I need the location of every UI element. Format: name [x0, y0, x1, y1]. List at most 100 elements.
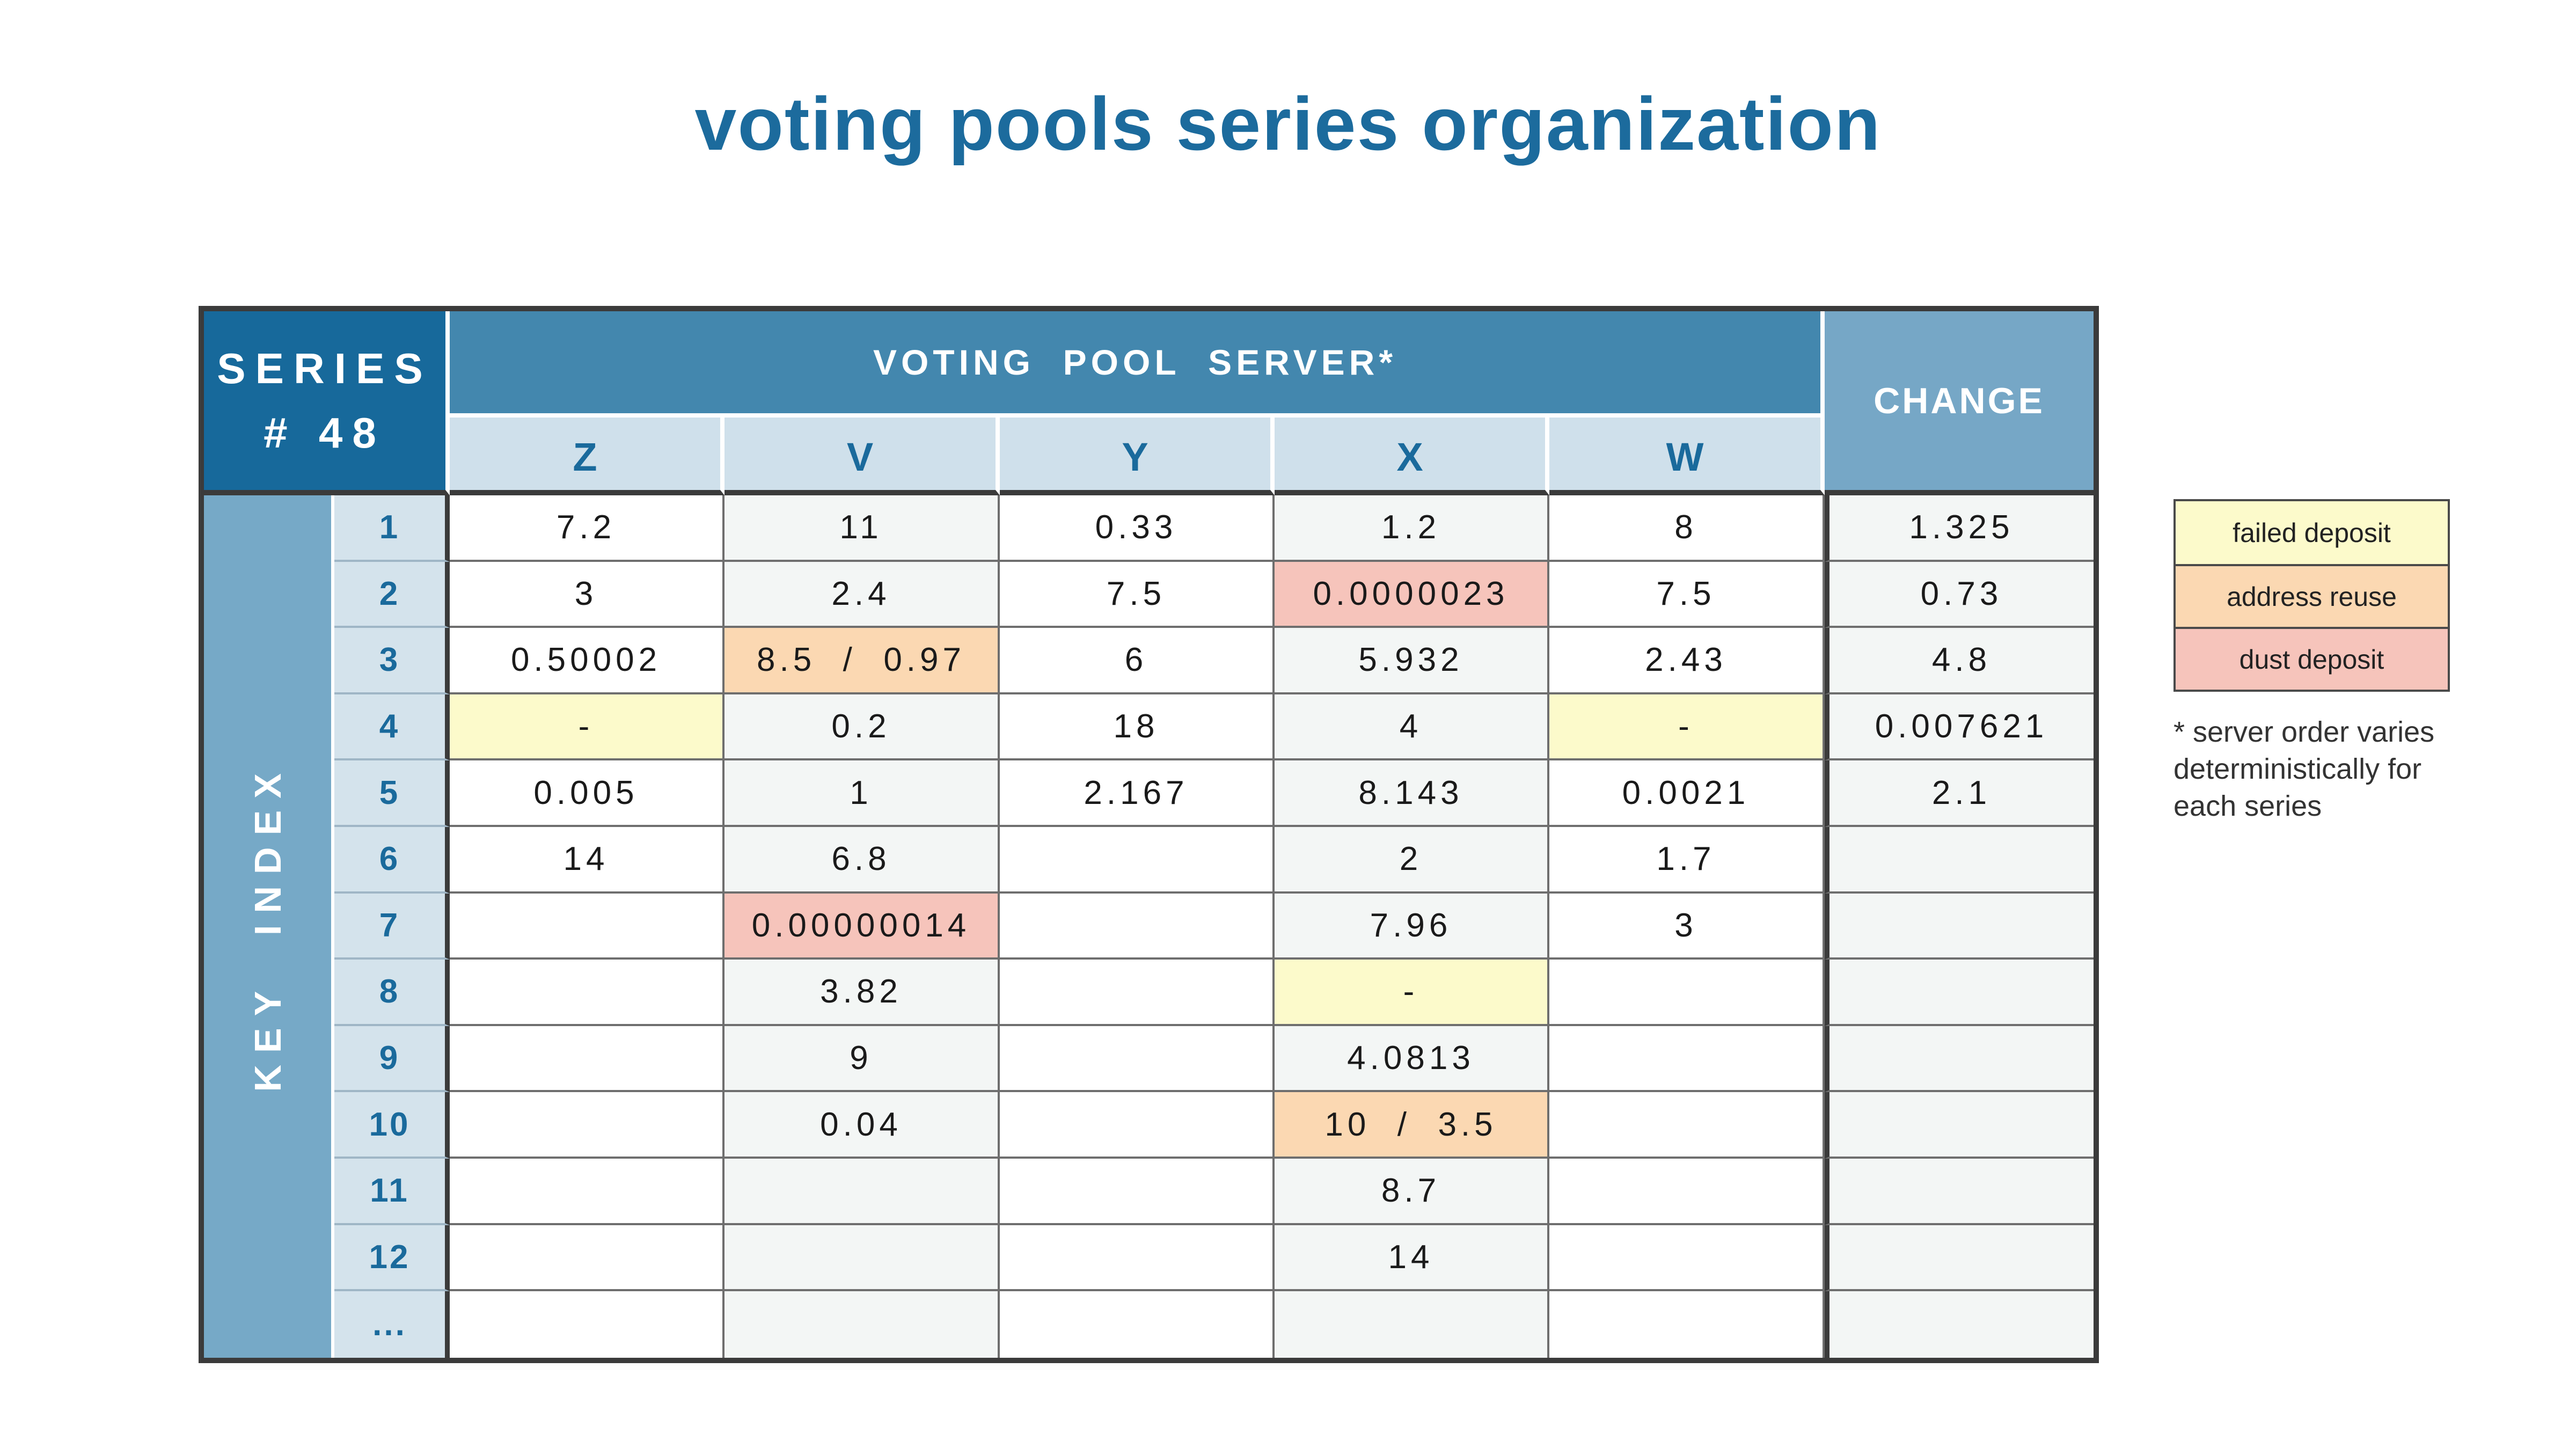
cell-V-10: 0.04	[724, 1092, 1000, 1159]
row-index-1: 1	[334, 495, 450, 562]
cell-W-...	[1549, 1291, 1825, 1358]
cell-Z-...	[450, 1291, 724, 1358]
row-index-4: 4	[334, 694, 450, 761]
cell-CHANGE-11	[1825, 1158, 2094, 1225]
cell-Y-12	[1000, 1225, 1275, 1292]
cell-W-4: -	[1549, 694, 1825, 761]
cell-V-3: 8.5 / 0.97	[724, 628, 1000, 694]
cell-Z-3: 0.50002	[450, 628, 724, 694]
cell-V-8: 3.82	[724, 960, 1000, 1026]
cell-V-9: 9	[724, 1026, 1000, 1093]
legend-item-failed: failed deposit	[2176, 501, 2448, 564]
cell-V-11	[724, 1158, 1000, 1225]
column-header-z: Z	[450, 418, 724, 495]
cell-Z-1: 7.2	[450, 495, 724, 562]
cell-Y-9	[1000, 1026, 1275, 1093]
column-header-w: W	[1549, 418, 1825, 495]
cell-Z-4: -	[450, 694, 724, 761]
row-index-3: 3	[334, 628, 450, 694]
cell-W-10	[1549, 1092, 1825, 1159]
cell-CHANGE-2: 0.73	[1825, 561, 2094, 628]
cell-V-...	[724, 1291, 1000, 1358]
cell-Y-7	[1000, 893, 1275, 960]
cell-W-3: 2.43	[1549, 628, 1825, 694]
legend-item-reuse: address reuse	[2176, 564, 2448, 627]
cell-CHANGE-8	[1825, 960, 2094, 1026]
cell-Y-2: 7.5	[1000, 561, 1275, 628]
row-index-9: 9	[334, 1026, 450, 1093]
cell-X-1: 1.2	[1275, 495, 1549, 562]
cell-CHANGE-7	[1825, 893, 2094, 960]
series-number: # 48	[264, 408, 386, 457]
cell-CHANGE-5: 2.1	[1825, 760, 2094, 827]
row-index-6: 6	[334, 826, 450, 894]
cell-Y-5: 2.167	[1000, 760, 1275, 827]
cell-V-5: 1	[724, 760, 1000, 827]
cell-V-2: 2.4	[724, 561, 1000, 628]
cell-Z-11	[450, 1158, 724, 1225]
key-index-label: KEY INDEX	[246, 761, 289, 1092]
row-index-11: 11	[334, 1158, 450, 1225]
cell-X-7: 7.96	[1275, 893, 1549, 960]
cell-V-4: 0.2	[724, 694, 1000, 761]
cell-Z-8	[450, 960, 724, 1026]
footnote: * server order varies deterministically …	[2174, 716, 2435, 823]
cell-W-1: 8	[1549, 495, 1825, 562]
cell-W-6: 1.7	[1549, 826, 1825, 894]
cell-CHANGE-4: 0.007621	[1825, 694, 2094, 761]
cell-Y-3: 6	[1000, 628, 1275, 694]
cell-X-11: 8.7	[1275, 1158, 1549, 1225]
cell-X-4: 4	[1275, 694, 1549, 761]
cell-Z-2: 3	[450, 561, 724, 628]
cell-Z-9	[450, 1026, 724, 1093]
cell-X-10: 10 / 3.5	[1275, 1092, 1549, 1159]
cell-X-12: 14	[1275, 1225, 1549, 1292]
cell-X-3: 5.932	[1275, 628, 1549, 694]
row-index-8: 8	[334, 960, 450, 1026]
series-header-cell: SERIES # 48	[204, 311, 450, 495]
cell-Z-6: 14	[450, 826, 724, 894]
cell-W-5: 0.0021	[1549, 760, 1825, 827]
row-index-7: 7	[334, 893, 450, 960]
cell-Y-10	[1000, 1092, 1275, 1159]
cell-W-7: 3	[1549, 893, 1825, 960]
cell-CHANGE-6	[1825, 826, 2094, 894]
change-column-header: CHANGE	[1825, 311, 2094, 495]
cell-V-12	[724, 1225, 1000, 1292]
series-label: SERIES	[217, 344, 433, 392]
cell-V-6: 6.8	[724, 826, 1000, 894]
cell-W-8	[1549, 960, 1825, 1026]
cell-X-5: 8.143	[1275, 760, 1549, 827]
cell-Y-...	[1000, 1291, 1275, 1358]
column-header-x: X	[1275, 418, 1549, 495]
cell-CHANGE-1: 1.325	[1825, 495, 2094, 562]
cell-CHANGE-12	[1825, 1225, 2094, 1292]
row-index-2: 2	[334, 561, 450, 628]
cell-Y-1: 0.33	[1000, 495, 1275, 562]
key-index-sidebar: KEY INDEX	[204, 495, 334, 1358]
column-header-v: V	[724, 418, 1000, 495]
cell-W-2: 7.5	[1549, 561, 1825, 628]
cell-Y-6	[1000, 826, 1275, 894]
cell-W-12	[1549, 1225, 1825, 1292]
cell-X-2: 0.0000023	[1275, 561, 1549, 628]
column-header-y: Y	[1000, 418, 1275, 495]
cell-W-9	[1549, 1026, 1825, 1093]
cell-V-7: 0.00000014	[724, 893, 1000, 960]
cell-X-6: 2	[1275, 826, 1549, 894]
cell-Y-4: 18	[1000, 694, 1275, 761]
row-index-10: 10	[334, 1092, 450, 1159]
cell-CHANGE-3: 4.8	[1825, 628, 2094, 694]
cell-Z-5: 0.005	[450, 760, 724, 827]
cell-X-9: 4.0813	[1275, 1026, 1549, 1093]
voting-pool-server-header: VOTING POOL SERVER*	[450, 311, 1825, 418]
cell-Y-11	[1000, 1158, 1275, 1225]
row-index-12: 12	[334, 1225, 450, 1292]
cell-W-11	[1549, 1158, 1825, 1225]
cell-Z-12	[450, 1225, 724, 1292]
row-index-...: ...	[334, 1291, 450, 1358]
cell-V-1: 11	[724, 495, 1000, 562]
voting-pool-table: SERIES # 48 VOTING POOL SERVER* CHANGE Z…	[199, 306, 2099, 1363]
row-index-5: 5	[334, 760, 450, 827]
